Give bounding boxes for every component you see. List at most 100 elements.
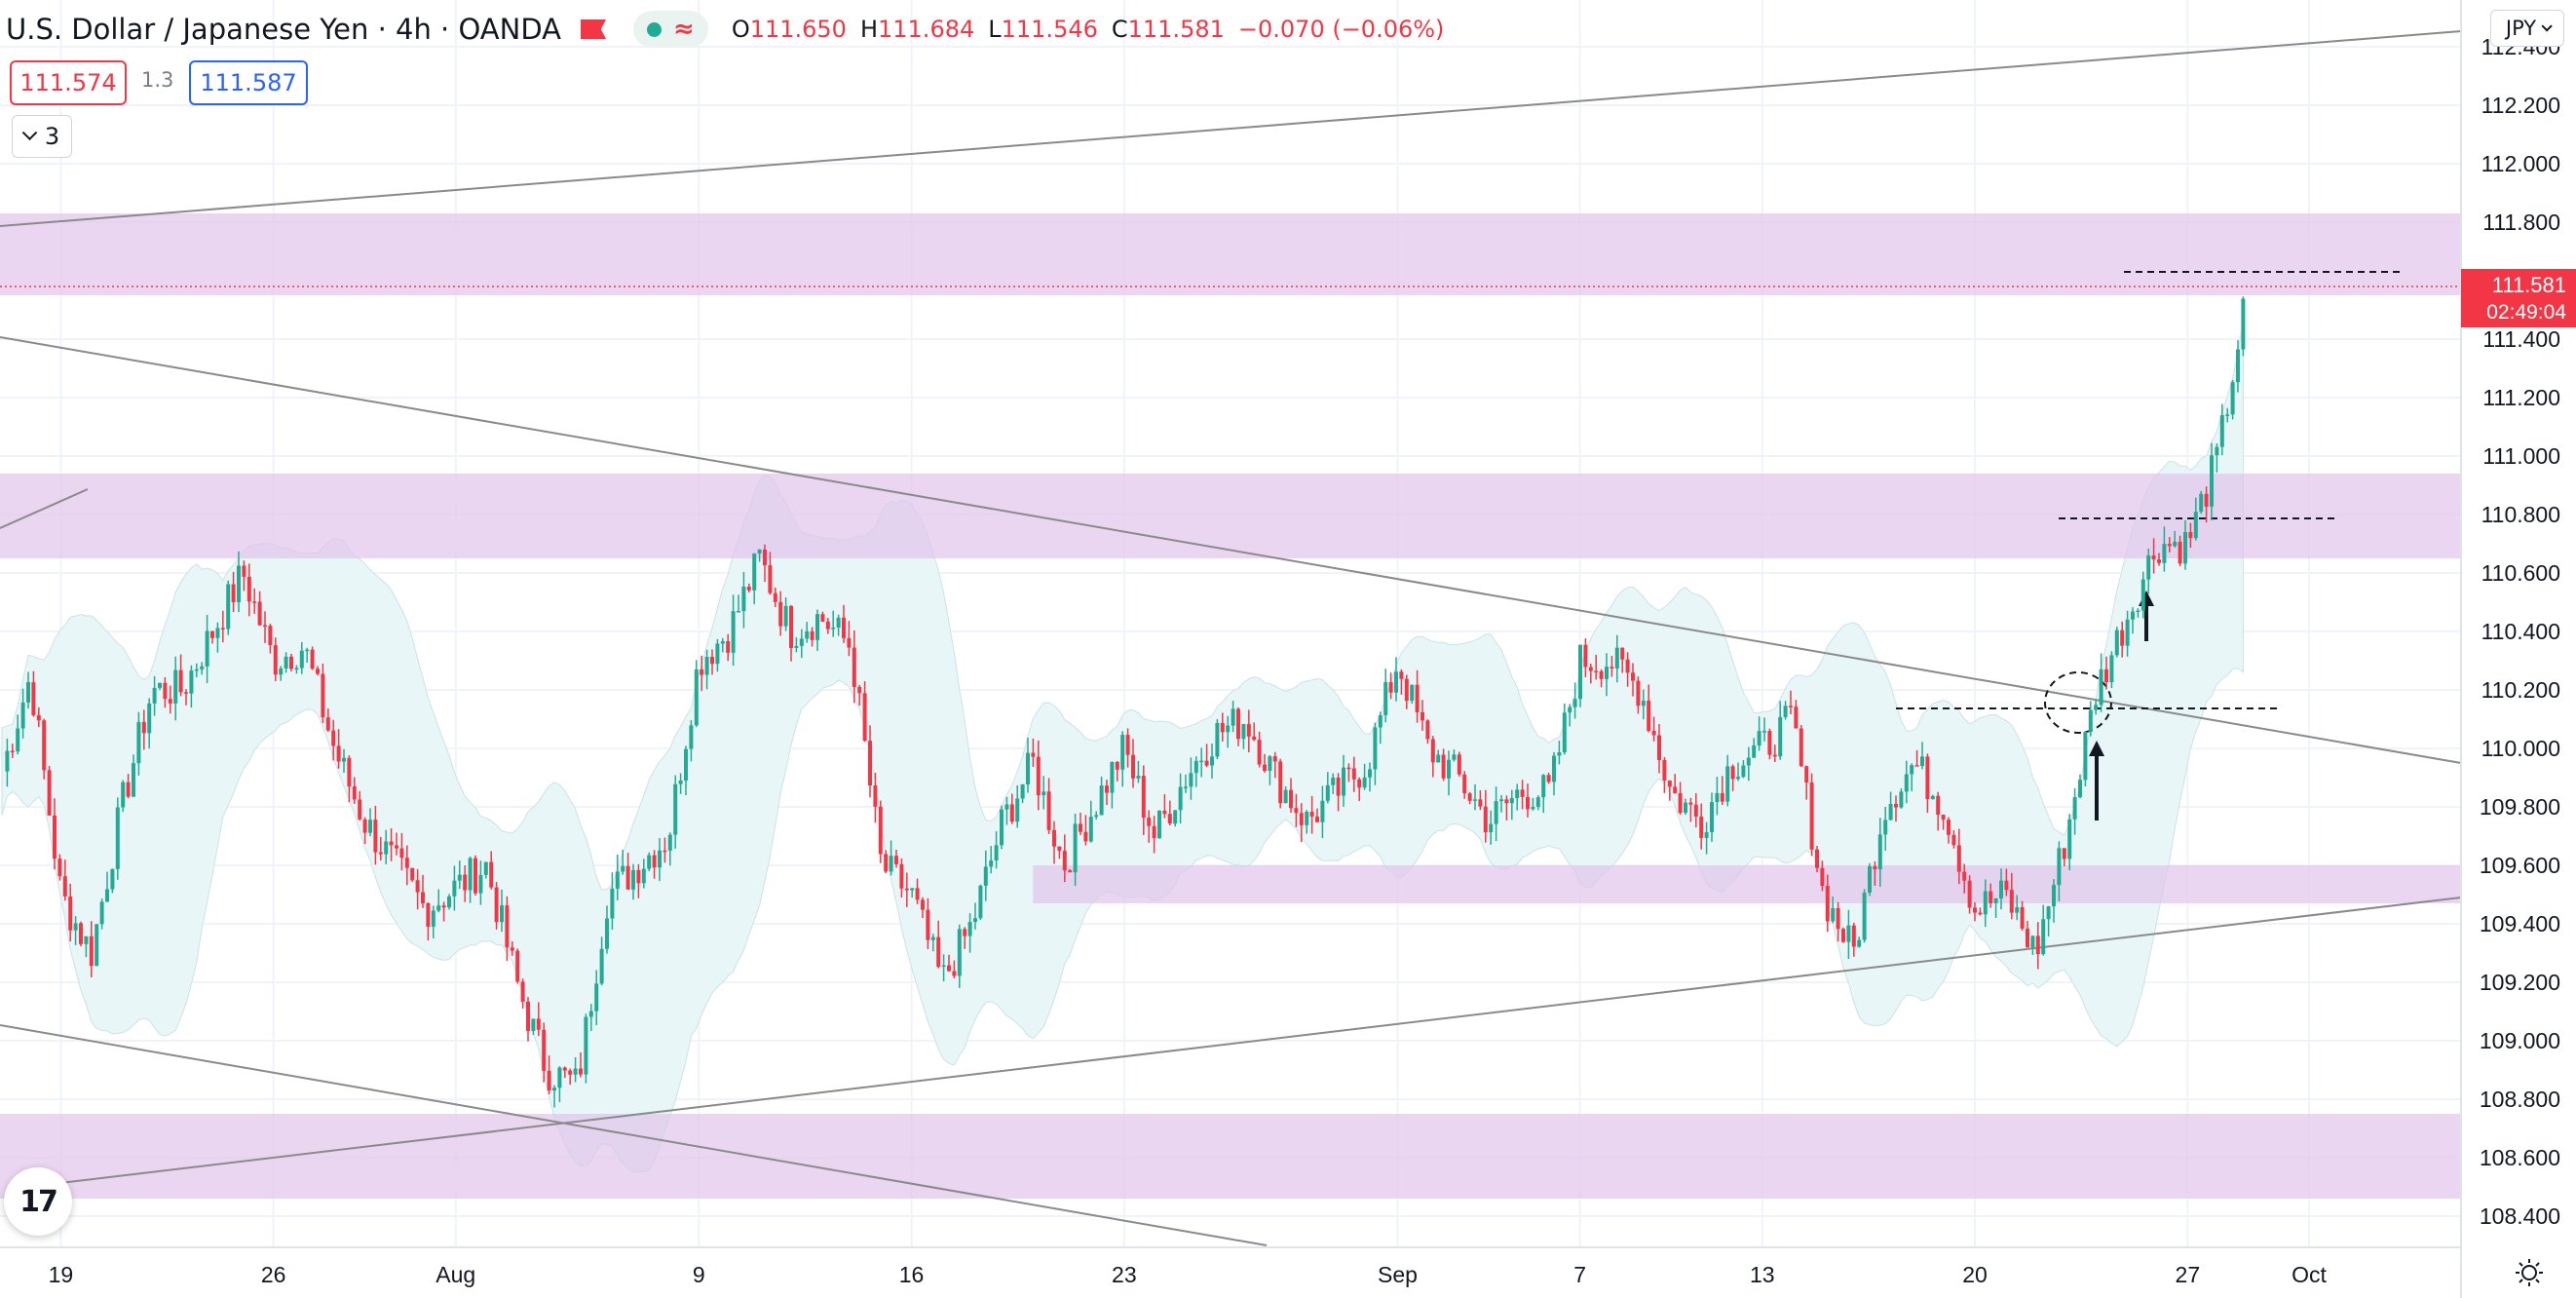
candle-body — [1647, 700, 1651, 732]
candle-body — [36, 714, 41, 721]
candle-body — [552, 1088, 556, 1091]
candle-body — [678, 780, 683, 784]
candle-body — [1167, 814, 1172, 824]
candle-body — [2136, 610, 2140, 612]
breakout-circle — [2044, 671, 2112, 734]
buy-price-button[interactable]: 111.587 — [189, 60, 308, 105]
market-open-dot-icon — [647, 21, 663, 37]
candle-body — [1467, 793, 1472, 801]
candle-body — [20, 702, 25, 729]
candle-body — [1162, 810, 1167, 815]
price-axis-label: 110.200 — [2481, 677, 2560, 703]
candle-body — [2004, 880, 2009, 891]
candle-body — [1620, 647, 1625, 660]
candle-body — [2151, 555, 2156, 560]
candle-body — [547, 1070, 551, 1091]
candle-body — [2204, 493, 2209, 507]
candle-body — [1088, 817, 1093, 842]
candle-body — [68, 896, 73, 931]
flag-icon[interactable] — [581, 19, 607, 39]
candle-body — [894, 856, 898, 864]
candle-body — [884, 854, 889, 872]
candle-body — [257, 601, 262, 626]
candle-body — [1226, 725, 1231, 733]
candle-body — [862, 693, 867, 742]
wave-icon: ≈ — [673, 15, 695, 44]
candle-body — [2120, 630, 2125, 646]
candle-body — [1342, 767, 1345, 796]
candle-body — [1368, 769, 1372, 778]
candle-body — [2088, 709, 2093, 732]
candle-body — [1125, 735, 1130, 755]
candle-body — [1136, 776, 1141, 779]
candle-body — [1004, 804, 1009, 810]
price-axis-label: 109.800 — [2480, 794, 2560, 820]
tradingview-logo-icon[interactable]: 17 — [4, 1167, 72, 1236]
candle-body — [731, 611, 736, 653]
candle-body — [831, 628, 836, 630]
candle-body — [610, 888, 615, 919]
bar-countdown: 02:49:04 — [2486, 301, 2566, 324]
candle-body — [520, 981, 525, 1002]
candle-body — [1193, 760, 1198, 774]
candle-body — [1236, 708, 1240, 740]
candle-body — [189, 670, 194, 694]
candle-body — [904, 888, 909, 891]
candle-body — [857, 687, 862, 694]
candle-body — [1778, 716, 1783, 757]
candle-body — [305, 649, 310, 652]
candle-body — [1294, 808, 1299, 814]
candle-body — [325, 717, 330, 731]
candle-body — [1331, 777, 1336, 785]
candle-body — [152, 687, 157, 704]
candle-body — [205, 630, 209, 667]
candle-body — [2215, 446, 2219, 456]
candle-body — [1535, 797, 1540, 808]
candle-body — [726, 640, 731, 653]
candle-body — [1899, 791, 1904, 808]
candle-body — [878, 806, 883, 855]
candle-body — [2104, 668, 2108, 683]
candle-body — [10, 750, 15, 753]
time-axis[interactable]: 19 26 Aug 9 16 23 Sep 7 13 20 27 Oct — [49, 1262, 2328, 1287]
gear-icon[interactable] — [2508, 1253, 2551, 1292]
candle-body — [1141, 776, 1146, 819]
indicators-collapse-button[interactable]: 3 — [12, 115, 72, 158]
candle-body — [1794, 706, 1799, 729]
candle-body — [200, 666, 205, 669]
candle-body — [347, 757, 352, 787]
candle-body — [1947, 820, 1951, 835]
candle-body — [847, 637, 852, 648]
candle-body — [252, 601, 257, 603]
candle-body — [1767, 731, 1772, 755]
candle-body — [426, 902, 431, 927]
candle-body — [783, 605, 788, 627]
candle-body — [1131, 754, 1135, 779]
currency-selector[interactable]: JPY — [2490, 10, 2564, 47]
candle-body — [447, 896, 451, 908]
candle-body — [1625, 659, 1630, 673]
sell-price-button[interactable]: 111.574 — [10, 60, 127, 105]
candle-body — [1688, 802, 1693, 805]
candle-body — [1346, 767, 1351, 770]
candle-body — [1272, 756, 1277, 762]
candle-body — [2041, 919, 2046, 955]
candle-body — [1552, 755, 1556, 783]
candle-body — [1883, 820, 1888, 835]
axes — [0, 0, 2462, 1298]
price-axis-label: 111.000 — [2482, 443, 2560, 469]
candle-body — [1641, 700, 1646, 706]
candle-body — [1730, 766, 1735, 780]
symbol-title[interactable]: U.S. Dollar / Japanese Yen · 4h · OANDA — [6, 13, 562, 46]
ohlc-high: H111.684 — [859, 16, 975, 43]
candle-body — [1894, 804, 1898, 808]
candle-body — [1362, 777, 1367, 788]
price-axis[interactable]: 112.400112.200112.000111.800111.400111.2… — [2480, 34, 2560, 1229]
candle-body — [2099, 668, 2103, 706]
candle-body — [415, 880, 420, 893]
market-status-pill[interactable]: ≈ — [633, 11, 708, 48]
candle-body — [1157, 810, 1161, 839]
candle-body — [1447, 759, 1451, 779]
candle-body — [773, 592, 777, 602]
